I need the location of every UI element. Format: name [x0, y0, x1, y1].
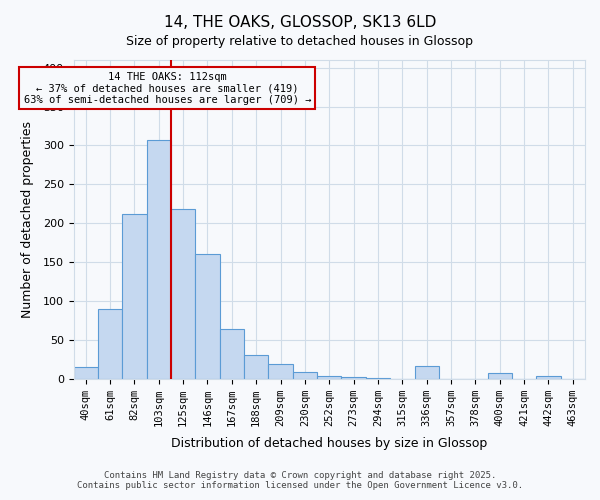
Y-axis label: Number of detached properties: Number of detached properties: [22, 121, 34, 318]
Bar: [268, 364, 293, 378]
Text: 14, THE OAKS, GLOSSOP, SK13 6LD: 14, THE OAKS, GLOSSOP, SK13 6LD: [164, 15, 436, 30]
Bar: [415, 366, 439, 378]
Bar: [317, 376, 341, 378]
Bar: [341, 377, 366, 378]
Bar: [195, 254, 220, 378]
Bar: [122, 214, 146, 378]
Bar: [293, 372, 317, 378]
Bar: [220, 329, 244, 378]
Bar: [171, 209, 195, 378]
Bar: [244, 356, 268, 378]
Text: Contains HM Land Registry data © Crown copyright and database right 2025.
Contai: Contains HM Land Registry data © Crown c…: [77, 470, 523, 490]
Bar: [98, 308, 122, 378]
Bar: [146, 140, 171, 378]
Bar: [488, 373, 512, 378]
Bar: [536, 376, 560, 378]
Text: 14 THE OAKS: 112sqm
← 37% of detached houses are smaller (419)
63% of semi-detac: 14 THE OAKS: 112sqm ← 37% of detached ho…: [23, 72, 311, 105]
Bar: [74, 367, 98, 378]
X-axis label: Distribution of detached houses by size in Glossop: Distribution of detached houses by size …: [171, 437, 487, 450]
Text: Size of property relative to detached houses in Glossop: Size of property relative to detached ho…: [127, 35, 473, 48]
